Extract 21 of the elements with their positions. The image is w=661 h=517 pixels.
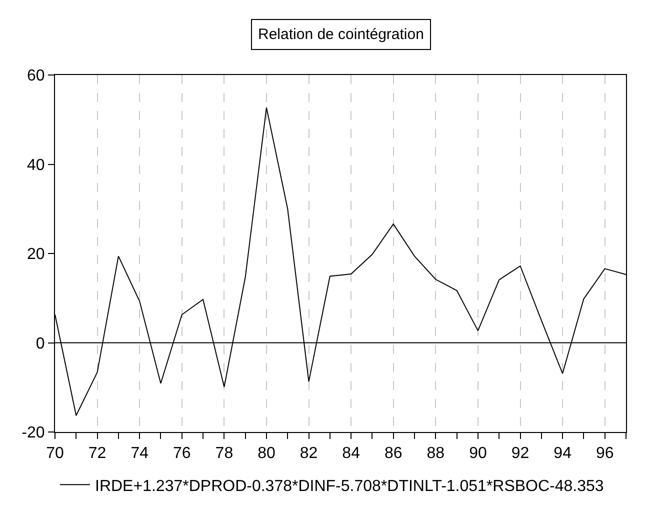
y-tick-label: 60 [27,68,45,85]
x-tick-label: 78 [215,445,234,462]
chart-title: Relation de cointégration [258,26,424,43]
x-tick-label: 76 [172,445,191,462]
x-tick-label: 80 [258,445,276,462]
x-tick-label: 94 [554,445,572,462]
y-tick-label: 20 [27,246,45,264]
y-tick-label: -20 [22,424,45,442]
legend-label: IRDE+1.237*DPROD-0.378*DINF-5.708*DTINLT-1.051*RSBOC-48.353 [95,478,604,495]
x-tick-label: 90 [469,445,487,462]
x-tick-label: 88 [426,445,445,462]
x-tick-label: 82 [300,445,318,462]
x-tick-label: 84 [342,445,360,462]
x-tick-label: 70 [46,445,64,462]
x-tick-label: 86 [384,445,402,462]
y-tick-label: 0 [36,335,45,352]
x-tick-label: 74 [130,445,149,462]
x-tick-label: 96 [596,445,614,462]
x-tick-label: 92 [511,445,530,462]
x-tick-label: 72 [88,445,106,462]
y-tick-label: 40 [27,156,45,174]
